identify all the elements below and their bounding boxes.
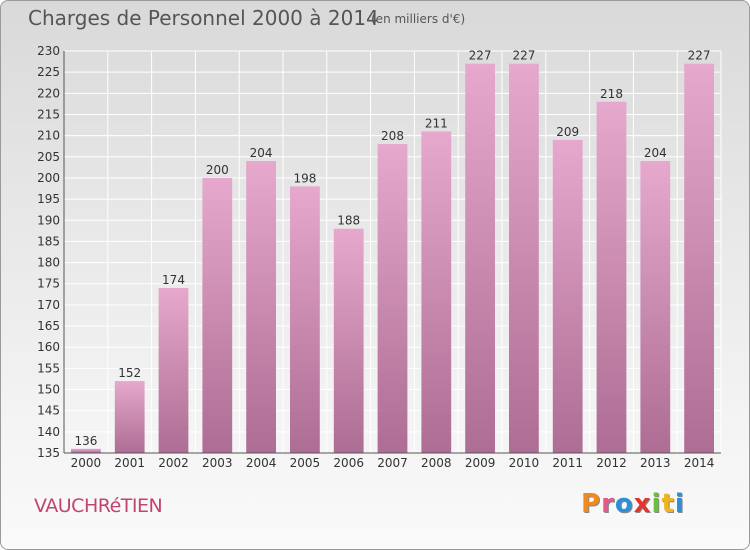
bar bbox=[552, 139, 583, 453]
bar-value-label: 198 bbox=[293, 171, 316, 185]
x-tick-label: 2006 bbox=[333, 456, 364, 470]
y-tick-label: 215 bbox=[37, 107, 60, 121]
x-tick-label: 2003 bbox=[202, 456, 233, 470]
logo-letter: P bbox=[581, 489, 602, 519]
y-tick-label: 205 bbox=[37, 150, 60, 164]
bar bbox=[333, 228, 364, 453]
y-tick-label: 155 bbox=[37, 361, 60, 375]
bar-value-label: 188 bbox=[337, 214, 360, 228]
bar bbox=[377, 144, 408, 454]
x-tick-label: 2007 bbox=[377, 456, 408, 470]
bar bbox=[421, 131, 452, 453]
logo-letter: x bbox=[633, 489, 652, 519]
chart-title: Charges de Personnel 2000 à 2014 bbox=[28, 6, 379, 30]
y-tick-label: 230 bbox=[37, 44, 60, 58]
bar-value-label: 204 bbox=[250, 146, 273, 160]
bar bbox=[596, 101, 627, 454]
y-tick-label: 210 bbox=[37, 129, 60, 143]
bar-value-label: 152 bbox=[118, 366, 141, 380]
bar-value-label: 227 bbox=[469, 49, 492, 63]
bar bbox=[465, 63, 495, 454]
x-tick-label: 2002 bbox=[158, 456, 189, 470]
x-tick-label: 2001 bbox=[114, 456, 145, 470]
bar-value-label: 136 bbox=[74, 434, 97, 448]
x-tick-label: 2008 bbox=[421, 456, 452, 470]
bar bbox=[158, 287, 189, 453]
bar-value-label: 204 bbox=[644, 146, 667, 160]
y-tick-label: 170 bbox=[37, 298, 60, 312]
bar-value-label: 218 bbox=[600, 87, 623, 101]
proxiti-logo: Proxiti bbox=[581, 489, 685, 519]
bar-value-label: 209 bbox=[556, 125, 579, 139]
bar-value-label: 227 bbox=[512, 49, 535, 63]
bar-value-label: 200 bbox=[206, 163, 229, 177]
x-tick-label: 2004 bbox=[246, 456, 277, 470]
y-tick-label: 200 bbox=[37, 171, 60, 185]
bar bbox=[71, 448, 101, 453]
y-tick-label: 225 bbox=[37, 65, 60, 79]
y-tick-label: 145 bbox=[37, 404, 60, 418]
logo-letter: i bbox=[674, 489, 685, 519]
x-tick-label: 2012 bbox=[596, 456, 627, 470]
y-tick-label: 185 bbox=[37, 234, 60, 248]
logo-letter: o bbox=[614, 489, 634, 519]
chart-unit: (en milliers d'€) bbox=[371, 12, 466, 26]
y-tick-label: 140 bbox=[37, 425, 60, 439]
bar-value-label: 208 bbox=[381, 129, 404, 143]
logo-letter: i bbox=[651, 489, 662, 519]
y-tick-label: 150 bbox=[37, 383, 60, 397]
y-tick-label: 190 bbox=[37, 213, 60, 227]
y-tick-label: 175 bbox=[37, 277, 60, 291]
bar-value-label: 174 bbox=[162, 273, 185, 287]
logo-letter: r bbox=[601, 489, 615, 519]
y-tick-label: 180 bbox=[37, 256, 60, 270]
bar bbox=[684, 63, 714, 454]
x-tick-label: 2013 bbox=[640, 456, 671, 470]
logo-letter: t bbox=[661, 489, 675, 519]
x-tick-label: 2000 bbox=[71, 456, 102, 470]
bar bbox=[114, 381, 145, 453]
x-tick-label: 2014 bbox=[684, 456, 715, 470]
x-tick-label: 2010 bbox=[509, 456, 540, 470]
bar bbox=[202, 177, 233, 453]
y-tick-label: 220 bbox=[37, 86, 60, 100]
x-tick-label: 2009 bbox=[465, 456, 496, 470]
y-tick-label: 135 bbox=[37, 446, 60, 460]
x-tick-label: 2005 bbox=[290, 456, 321, 470]
x-tick-label: 2011 bbox=[552, 456, 583, 470]
bar bbox=[246, 161, 276, 453]
bar bbox=[640, 161, 671, 453]
bar bbox=[290, 186, 320, 453]
y-tick-label: 165 bbox=[37, 319, 60, 333]
bar-value-label: 227 bbox=[688, 49, 711, 63]
y-tick-label: 160 bbox=[37, 340, 60, 354]
bar-value-label: 211 bbox=[425, 116, 448, 130]
commune-name: VAUCHRéTIEN bbox=[34, 495, 163, 517]
bar bbox=[509, 63, 539, 454]
y-tick-label: 195 bbox=[37, 192, 60, 206]
